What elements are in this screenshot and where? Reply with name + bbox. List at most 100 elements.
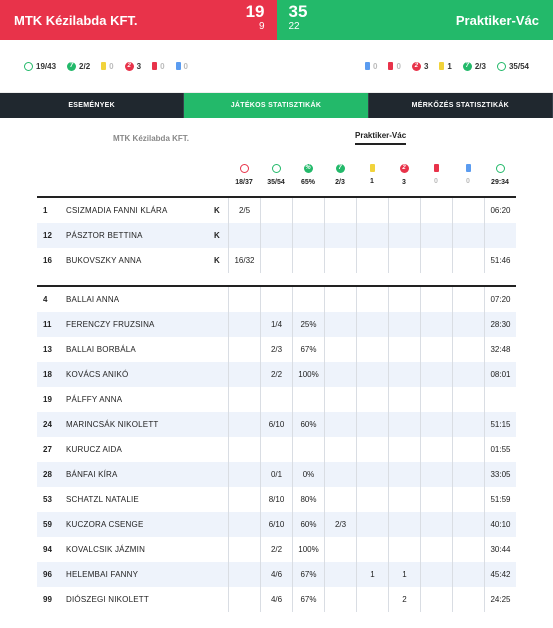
stat-cell [452,287,484,312]
stat-cell [228,312,260,337]
player-name: FERENCZY FRUZSINA [66,320,155,329]
tab-match-stats[interactable]: MÉRKŐZÉS STATISZTIKÁK [369,93,553,118]
stat-cell [452,337,484,362]
stat-cell [228,512,260,537]
player-number: 12 [43,231,52,240]
home-team-panel[interactable]: MTK Kézilabda KFT. 19 9 [0,0,277,40]
red-card-icon [152,62,158,70]
stat-cell [388,362,420,387]
player-name: MARINCSÁK NIKOLETT [66,420,159,429]
stat-cell [324,198,356,223]
stat-cell [388,337,420,362]
stat-cell: 2/2 [260,362,292,387]
stat-cell: 2 [388,587,420,612]
stat-cell [420,362,452,387]
stat-cell: 67% [292,562,324,587]
stat-cell: 2/3 [324,512,356,537]
away-yellow-cards: 1 [439,62,452,71]
stat-cell [324,562,356,587]
player-row: 27 KURUCZ AIDA 01:55 [37,437,516,462]
stat-cell: 07:20 [484,287,516,312]
stat-cell [356,223,388,248]
goalkeeper-mark: K [214,206,220,215]
stat-cell [452,537,484,562]
stat-cell [452,562,484,587]
stat-cell [452,223,484,248]
stat-cell [484,223,516,248]
stat-cell [324,437,356,462]
home-team-name: MTK Kézilabda KFT. [14,12,138,28]
away-team-name: Praktiker-Vác [455,12,539,28]
stat-cell: 28:30 [484,312,516,337]
stat-cell: 6/10 [260,512,292,537]
stat-cell: 67% [292,337,324,362]
stat-cell [420,287,452,312]
spacer [37,273,516,285]
stat-cell: 01:55 [484,437,516,462]
player-number: 13 [43,345,52,354]
stat-cell [388,198,420,223]
stat-cell: 32:48 [484,337,516,362]
away-blue-cards: 0 [365,62,377,71]
player-name: DIÓSZEGI NIKOLETT [66,595,149,604]
stat-cell [228,387,260,412]
stat-cell: 06:20 [484,198,516,223]
stat-cell: 0% [292,462,324,487]
player-number: 59 [43,520,52,529]
player-row: 13 BALLAI BORBÁLA 2/3 67% 32:48 [37,337,516,362]
stat-cell: 45:42 [484,562,516,587]
player-name: KUCZORA CSENGE [66,520,144,529]
stat-cell [356,487,388,512]
tab-events[interactable]: ESEMÉNYEK [0,93,185,118]
stat-cell [452,512,484,537]
home-yellow-cards: 0 [101,62,114,71]
player-name: BALLAI BORBÁLA [66,345,136,354]
player-name: KOVALCSIK JÁZMIN [66,545,146,554]
away-seven-meters: 7 2/3 [462,61,486,71]
player-number: 94 [43,545,52,554]
stat-cell [452,462,484,487]
away-team-panel[interactable]: 35 22 Praktiker-Vác [276,0,553,40]
player-number: 4 [43,295,48,304]
stat-cell [292,287,324,312]
stat-cell [292,223,324,248]
stat-cell [420,312,452,337]
divider [37,285,516,287]
yellow-card-icon [101,62,107,70]
stat-cell: 51:59 [484,487,516,512]
stat-cell [356,248,388,273]
stat-cell [228,537,260,562]
red-card-total: 0 [420,164,452,185]
percent-icon: % [303,164,313,173]
player-table: 1 CSIZMADIA FANNI KLÁRA K 2/5 06:20 12 PÁSZTOR… [37,196,516,612]
player-row: 18 KOVÁCS ANIKÓ 2/2 100% 08:01 [37,362,516,387]
stat-cell [260,287,292,312]
team-tab-away[interactable]: Praktiker-Vác [355,131,407,145]
stat-cell [420,487,452,512]
stat-cell: 1 [388,562,420,587]
stat-cell [388,387,420,412]
stat-cell [228,287,260,312]
stat-cell: 51:46 [484,248,516,273]
stat-cell [324,287,356,312]
team-tab-home[interactable]: MTK Kézilabda KFT. [113,133,190,143]
stat-cell [484,387,516,412]
tab-player-stats[interactable]: JÁTÉKOS STATISZTIKÁK [184,93,369,118]
stat-cell: 2/2 [260,537,292,562]
stat-cell [356,462,388,487]
player-table-wrap: 1 CSIZMADIA FANNI KLÁRA K 2/5 06:20 12 PÁSZTOR… [0,196,553,612]
team-selector: MTK Kézilabda KFT. Praktiker-Vác [0,118,553,158]
player-number: 96 [43,570,52,579]
stat-cell [356,312,388,337]
player-name: PÁSZTOR BETTINA [66,231,143,240]
away-red-cards: 0 [388,62,401,71]
stat-cell [228,487,260,512]
stat-cell [452,248,484,273]
stat-cell [228,587,260,612]
stat-cell [324,337,356,362]
stat-cell [452,587,484,612]
